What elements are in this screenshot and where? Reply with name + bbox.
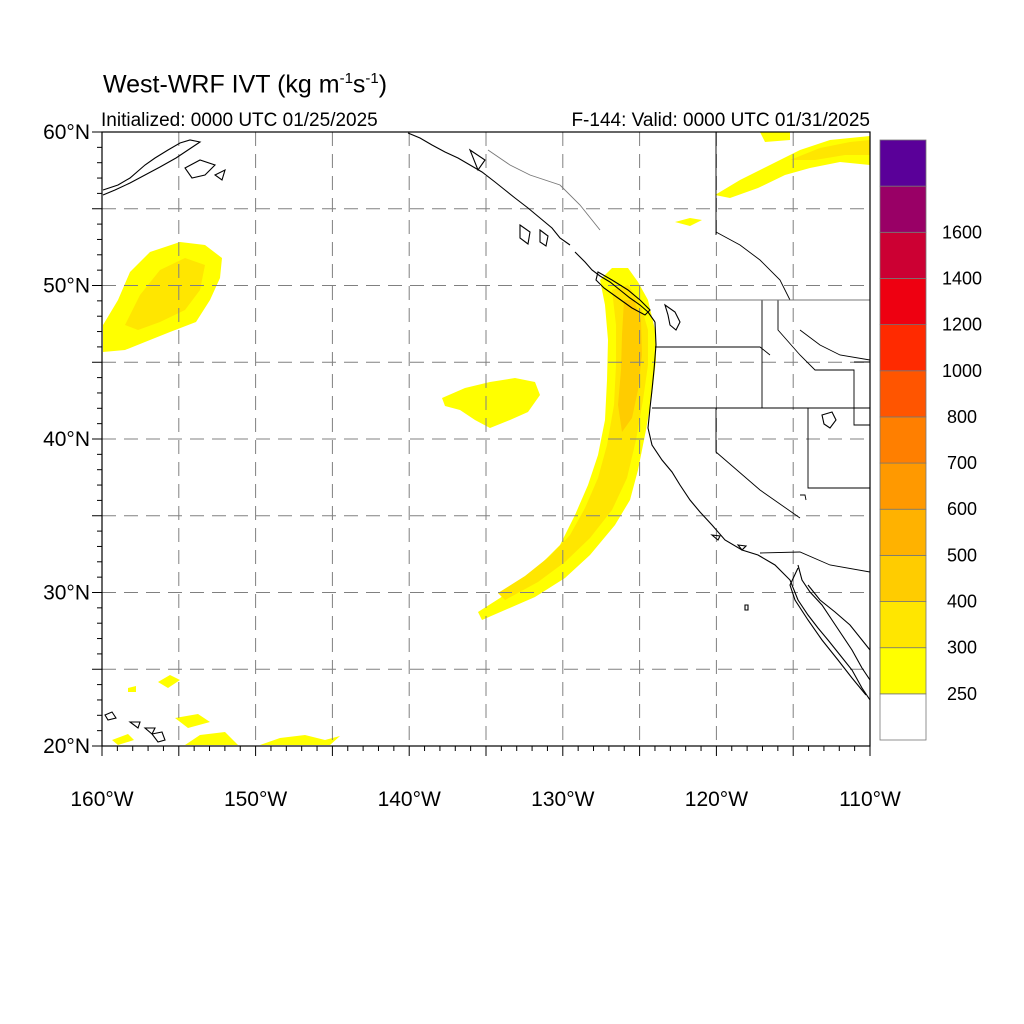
island bbox=[744, 604, 749, 611]
colorbar-swatch bbox=[879, 508, 927, 556]
ivt-fleck bbox=[260, 735, 340, 745]
colorbar-label: 1600 bbox=[942, 222, 982, 242]
valid-time: F-144: Valid: 0000 UTC 01/31/2025 bbox=[571, 110, 870, 131]
canada-province-border bbox=[715, 231, 870, 361]
colorbar-label: 1200 bbox=[942, 315, 982, 335]
colorbar-swatch bbox=[879, 462, 927, 510]
ivt-fleck bbox=[185, 732, 238, 745]
state-borders bbox=[652, 300, 870, 519]
colorbar-label: 700 bbox=[947, 453, 977, 473]
coastline-layer bbox=[102, 132, 870, 743]
map-title: West-WRF IVT (kg m-1s-1) bbox=[103, 70, 387, 99]
colorbar-label: 500 bbox=[947, 545, 977, 565]
colorbar-labels: 250 300 400 500 600 700 800 1000 1200 1400 1600 bbox=[942, 222, 982, 704]
lat-tick-label: 50°N bbox=[43, 275, 90, 298]
ivt-blob-mid-pacific bbox=[442, 378, 540, 428]
lon-tick-label: 120°W bbox=[685, 788, 748, 811]
us-mexico-border bbox=[759, 551, 870, 573]
title-exponent: -1 bbox=[339, 70, 353, 87]
bc-border-grey bbox=[487, 149, 870, 301]
colorbar-swatch bbox=[879, 231, 927, 279]
ivt-blob-north-pacific-core bbox=[125, 258, 205, 330]
ivt-fleck bbox=[760, 132, 790, 142]
graticule bbox=[102, 132, 870, 746]
colorbar-label: 800 bbox=[947, 407, 977, 427]
axis-ticks bbox=[92, 131, 871, 756]
us-west-coast bbox=[647, 321, 870, 701]
colorbar-swatch bbox=[879, 693, 927, 741]
great-salt-lake bbox=[821, 411, 837, 429]
ivt-fleck bbox=[112, 734, 134, 745]
title-exponent: -1 bbox=[365, 70, 379, 87]
colorbar-label: 300 bbox=[947, 638, 977, 658]
vancouver-island bbox=[595, 271, 651, 316]
lat-tick-label: 20°N bbox=[43, 735, 90, 758]
colorbar-label: 400 bbox=[947, 592, 977, 612]
lon-tick-label: 140°W bbox=[378, 788, 441, 811]
title-text: s bbox=[352, 70, 366, 99]
atmospheric-river-peak bbox=[618, 300, 642, 432]
alaska-islands bbox=[184, 148, 549, 247]
ivt-strip-north-core bbox=[790, 140, 870, 160]
colorbar-swatch bbox=[879, 416, 927, 464]
colorbar-swatch bbox=[879, 601, 927, 649]
lon-tick-label: 110°W bbox=[839, 788, 901, 811]
bc-coast bbox=[574, 251, 656, 323]
colorbar-label: 1000 bbox=[942, 361, 982, 381]
colorbar-label: 600 bbox=[947, 499, 977, 519]
atmospheric-river bbox=[478, 268, 656, 620]
alaska-coast bbox=[407, 132, 571, 246]
initialized-time: Initialized: 0000 UTC 01/25/2025 bbox=[101, 110, 378, 131]
lon-tick-label: 150°W bbox=[224, 788, 287, 811]
colorbar-swatch bbox=[879, 554, 927, 602]
puget-sound bbox=[664, 303, 681, 331]
colorbar-swatch bbox=[879, 185, 927, 233]
colorbar-swatch bbox=[879, 324, 927, 372]
lat-tick-label: 30°N bbox=[43, 582, 90, 605]
axis-tick-labels: 60°N 50°N 40°N 30°N 20°N 160°W 150°W 140°W 130°W… bbox=[43, 121, 901, 811]
title-text: West-WRF IVT (kg m bbox=[103, 70, 340, 99]
colorbar bbox=[879, 139, 927, 741]
gulf-california bbox=[807, 584, 870, 651]
colorbar-swatch bbox=[879, 647, 927, 695]
alaska-coast bbox=[102, 139, 202, 196]
lat-tick-label: 60°N bbox=[43, 121, 90, 144]
baja-peninsula bbox=[789, 564, 870, 696]
ivt-fleck bbox=[675, 218, 702, 226]
ivt-fleck bbox=[158, 675, 180, 688]
hawaii-islands bbox=[104, 711, 166, 743]
colorbar-label: 1400 bbox=[942, 268, 982, 288]
title-text: ) bbox=[378, 70, 388, 99]
colorbar-swatch bbox=[879, 139, 927, 187]
lon-tick-label: 130°W bbox=[531, 788, 594, 811]
colorbar-swatch bbox=[879, 370, 927, 418]
ivt-fleck bbox=[128, 686, 136, 692]
borders-layer bbox=[487, 132, 870, 573]
colorbar-swatch bbox=[879, 278, 927, 326]
ivt-fill-layer bbox=[103, 132, 870, 745]
channel-islands bbox=[710, 534, 748, 551]
lon-tick-label: 160°W bbox=[70, 788, 133, 811]
ivt-fleck bbox=[175, 714, 210, 728]
lat-tick-label: 40°N bbox=[43, 428, 90, 451]
colorbar-label: 250 bbox=[947, 684, 977, 704]
